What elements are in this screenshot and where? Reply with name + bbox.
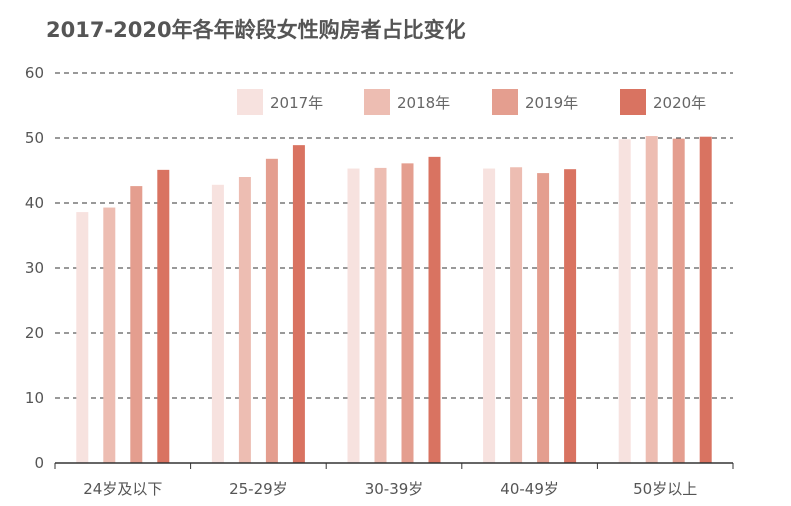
x-tick-label: 50岁以上	[633, 480, 697, 498]
bar	[672, 138, 685, 463]
legend-label: 2018年	[397, 94, 450, 112]
bar	[564, 169, 577, 463]
grid-lines	[55, 72, 733, 399]
legend: 2017年 2018年 2019年 2020年	[237, 89, 706, 115]
bar	[265, 158, 278, 464]
legend-label: 2020年	[653, 94, 706, 112]
bar	[510, 167, 523, 463]
bar	[157, 169, 170, 463]
y-tick-label: 50	[25, 129, 44, 147]
y-tick-label: 20	[25, 324, 44, 342]
bars	[76, 136, 712, 464]
y-tick-label: 60	[25, 64, 44, 82]
bar	[645, 136, 658, 464]
bar	[428, 156, 441, 463]
bar	[292, 145, 305, 463]
bar	[211, 184, 224, 464]
bar	[76, 212, 89, 463]
bar	[238, 177, 251, 463]
y-tick-label: 0	[34, 454, 44, 472]
legend-swatch	[620, 89, 646, 115]
y-tick-label: 30	[25, 259, 44, 277]
bar	[130, 186, 143, 463]
legend-swatch	[237, 89, 263, 115]
legend-label: 2017年	[270, 94, 323, 112]
x-axis: 24岁及以下 25-29岁 30-39岁 40-49岁 50岁以上	[54, 462, 734, 498]
bar	[347, 168, 360, 464]
bar	[103, 207, 116, 463]
x-tick-label: 25-29岁	[229, 480, 288, 498]
legend-label: 2019年	[525, 94, 578, 112]
y-tick-label: 10	[25, 389, 44, 407]
chart-title: 2017-2020年各年龄段女性购房者占比变化	[46, 18, 466, 42]
x-tick-label: 30-39岁	[365, 480, 424, 498]
bar	[537, 173, 550, 463]
bar	[618, 139, 631, 464]
y-axis-ticks: 0 10 20 30 40 50 60	[25, 64, 44, 472]
x-tick-label: 24岁及以下	[83, 480, 162, 498]
legend-swatch	[364, 89, 390, 115]
bar	[401, 163, 414, 463]
y-tick-label: 40	[25, 194, 44, 212]
x-tick-label: 40-49岁	[500, 480, 559, 498]
bar	[699, 136, 712, 463]
legend-swatch	[492, 89, 518, 115]
bar	[483, 168, 496, 464]
bar	[374, 167, 387, 463]
